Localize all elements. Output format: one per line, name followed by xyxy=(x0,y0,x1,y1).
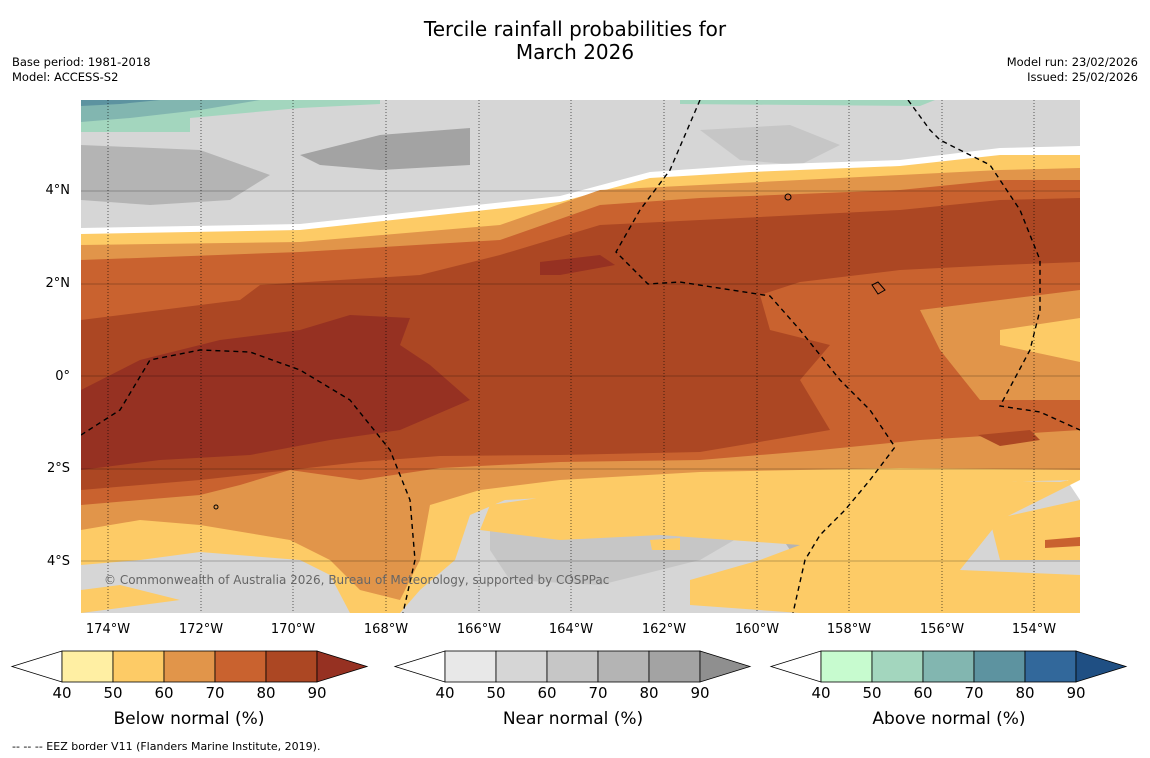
lon-label: 162°W xyxy=(641,622,687,637)
meta-right: Model run: 23/02/2026 Issued: 25/02/2026 xyxy=(1007,55,1138,85)
colorbar-near-title: Near normal (%) xyxy=(502,709,644,729)
cb-tick: 90 xyxy=(690,684,710,702)
lon-label: 158°W xyxy=(826,622,872,637)
colorbar-above-segment xyxy=(973,650,1026,683)
island-outline xyxy=(784,193,792,201)
model-run: Model run: 23/02/2026 xyxy=(1006,55,1138,69)
below-normal-50-sw xyxy=(81,585,180,613)
base-period: Base period: 1981-2018 xyxy=(12,55,151,69)
above-normal-region-east xyxy=(680,100,935,106)
near-normal-70-patch xyxy=(81,145,270,205)
cb-tick: 80 xyxy=(639,684,659,702)
colorbar-above-segment xyxy=(820,650,873,683)
lon-label: 154°W xyxy=(1011,622,1057,637)
colorbar-near-segment xyxy=(546,650,599,683)
lat-label: 2°N xyxy=(45,276,71,291)
cb-tick: 60 xyxy=(154,684,174,702)
below-normal-70-patch-se xyxy=(1045,537,1080,548)
lat-label: 4°S xyxy=(46,554,70,569)
cb-tick: 60 xyxy=(537,684,557,702)
lon-label: 174°W xyxy=(85,622,131,637)
meta-left: Base period: 1981-2018 Model: ACCESS-S2 xyxy=(12,55,151,85)
model-name: Model: ACCESS-S2 xyxy=(12,70,119,84)
lat-label: 2°S xyxy=(46,461,70,476)
near-normal-60-patch xyxy=(700,125,840,165)
cb-tick: 70 xyxy=(964,684,984,702)
copyright-text: © Commonwealth of Australia 2026, Bureau… xyxy=(104,573,610,587)
lon-label: 156°W xyxy=(919,622,965,637)
title-line-1: Tercile rainfall probabilities for xyxy=(423,17,727,41)
title-line-2: March 2026 xyxy=(515,40,635,64)
colorbar-below-segment xyxy=(214,650,267,683)
cb-tick: 40 xyxy=(811,684,831,702)
eez-legend-footer: -- -- -- EEZ border V11 (Flanders Marine… xyxy=(12,740,321,753)
below-normal-50-patch-s xyxy=(650,538,680,550)
colorbar-near-segment xyxy=(495,650,548,683)
cb-tick: 90 xyxy=(1066,684,1086,702)
colorbar-above-title: Above normal (%) xyxy=(872,709,1026,729)
lon-label: 164°W xyxy=(548,622,594,637)
island-outline xyxy=(213,504,219,510)
colorbars xyxy=(10,650,1128,683)
chart-title: Tercile rainfall probabilities for March… xyxy=(0,18,1150,64)
cb-tick: 50 xyxy=(862,684,882,702)
island-outline xyxy=(871,281,886,295)
colorbar-near-low-extend xyxy=(393,650,446,683)
colorbar-above-segment xyxy=(1024,650,1077,683)
below-normal-90 xyxy=(81,315,470,470)
cb-tick: 40 xyxy=(52,684,72,702)
below-normal-80-patch-se xyxy=(978,430,1040,446)
colorbar-below-low-extend xyxy=(10,650,63,683)
cb-tick: 40 xyxy=(435,684,455,702)
lon-label: 168°W xyxy=(363,622,409,637)
cb-tick: 70 xyxy=(588,684,608,702)
colorbar-above-low-extend xyxy=(769,650,822,683)
below-normal-90-patch xyxy=(540,255,615,275)
cb-tick: 80 xyxy=(1015,684,1035,702)
colorbar-above-segment xyxy=(922,650,975,683)
colorbar-above-segment xyxy=(871,650,924,683)
issued-date: Issued: 25/02/2026 xyxy=(1027,70,1138,84)
near-normal-80-patch xyxy=(300,128,470,170)
lon-label: 166°W xyxy=(456,622,502,637)
cb-tick: 50 xyxy=(486,684,506,702)
cb-tick: 90 xyxy=(307,684,327,702)
eez-borders xyxy=(81,100,1080,613)
colorbar-near-segment xyxy=(444,650,497,683)
colorbar-near-segment xyxy=(597,650,650,683)
lat-label: 0° xyxy=(55,369,70,384)
cb-tick: 70 xyxy=(205,684,225,702)
colorbar-below-segment xyxy=(61,650,114,683)
below-normal-50-patch-e xyxy=(1000,318,1080,362)
rainfall-map xyxy=(10,100,1128,683)
colorbar-above-high-extend xyxy=(1075,650,1128,683)
colorbar-below-segment xyxy=(163,650,216,683)
colorbar-below-title: Below normal (%) xyxy=(113,709,265,729)
above-normal-region-80 xyxy=(81,100,160,106)
above-normal-region-70 xyxy=(81,100,260,122)
colorbar-below-segment xyxy=(112,650,165,683)
lon-label: 172°W xyxy=(178,622,224,637)
lon-label: 160°W xyxy=(734,622,780,637)
colorbar-near-segment xyxy=(648,650,701,683)
colorbar-near-high-extend xyxy=(699,650,752,683)
cb-tick: 60 xyxy=(913,684,933,702)
cb-tick: 50 xyxy=(103,684,123,702)
colorbar-below-high-extend xyxy=(316,650,369,683)
cb-tick: 80 xyxy=(256,684,276,702)
parallel-lines xyxy=(81,190,1080,562)
colorbar-below-segment xyxy=(265,650,318,683)
lon-label: 170°W xyxy=(270,622,316,637)
lat-label: 4°N xyxy=(45,183,71,198)
